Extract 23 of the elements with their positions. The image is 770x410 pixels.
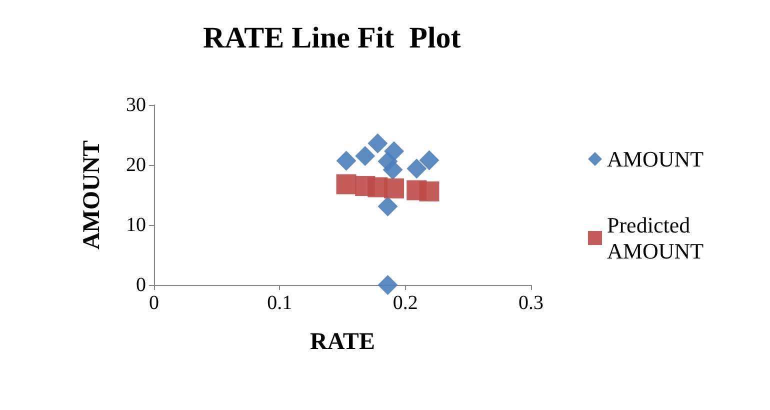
point — [419, 150, 440, 170]
point — [336, 174, 356, 194]
point — [336, 150, 356, 171]
x-tick-label: 0.1 — [267, 292, 292, 314]
x-tick-label: 0.2 — [392, 292, 418, 314]
point — [382, 160, 403, 180]
point — [384, 178, 404, 198]
x-axis-title: RATE — [310, 329, 375, 355]
x-tick-label: 0.3 — [518, 292, 544, 314]
chart-title: RATE Line Fit Plot — [203, 22, 461, 54]
point — [378, 196, 398, 216]
y-tick-label: 10 — [126, 214, 146, 236]
point — [378, 275, 398, 295]
y-tick-label: 0 — [136, 274, 146, 296]
y-tick-label: 20 — [126, 154, 146, 176]
point — [419, 181, 440, 202]
legend-label: Predicted AMOUNT — [607, 212, 704, 264]
point — [368, 133, 388, 154]
point — [406, 158, 427, 179]
legend-label: AMOUNT — [607, 146, 704, 172]
y-tick-label: 30 — [126, 94, 146, 116]
y-axis-title: AMOUNT — [79, 140, 105, 250]
point — [355, 146, 376, 166]
